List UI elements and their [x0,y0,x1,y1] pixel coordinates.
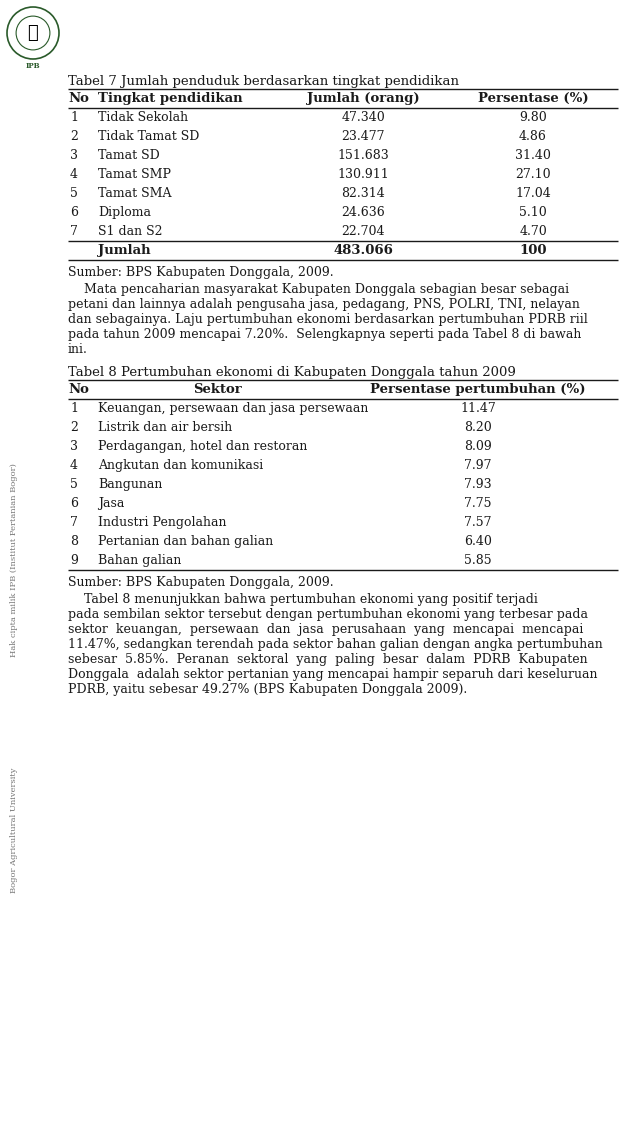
Text: 9: 9 [70,554,78,568]
Text: 9.80: 9.80 [519,111,547,124]
Text: Bogor Agricultural University: Bogor Agricultural University [10,767,18,893]
Text: 22.704: 22.704 [341,225,385,238]
Text: Tidak Sekolah: Tidak Sekolah [98,111,188,124]
Text: 7.97: 7.97 [464,459,492,472]
Text: Mata pencaharian masyarakat Kabupaten Donggala sebagian besar sebagai: Mata pencaharian masyarakat Kabupaten Do… [68,283,569,296]
Text: Diploma: Diploma [98,206,151,218]
Text: 8.09: 8.09 [464,440,492,453]
Text: sektor  keuangan,  persewaan  dan  jasa  perusahaan  yang  mencapai  mencapai: sektor keuangan, persewaan dan jasa peru… [68,623,583,636]
Text: Jumlah: Jumlah [98,244,151,257]
Text: 1: 1 [70,111,78,124]
Text: pada sembilan sektor tersebut dengan pertumbuhan ekonomi yang terbesar pada: pada sembilan sektor tersebut dengan per… [68,608,588,622]
Text: 23.477: 23.477 [341,129,385,143]
Text: 6: 6 [70,206,78,218]
Text: 47.340: 47.340 [341,111,385,124]
Text: 130.911: 130.911 [337,168,389,181]
Text: No: No [68,383,89,396]
Text: 4.86: 4.86 [519,129,547,143]
Text: 7.93: 7.93 [464,479,492,491]
Text: 1: 1 [70,402,78,415]
Text: Tingkat pendidikan: Tingkat pendidikan [98,92,243,105]
Text: sebesar  5.85%.  Peranan  sektoral  yang  paling  besar  dalam  PDRB  Kabupaten: sebesar 5.85%. Peranan sektoral yang pal… [68,653,588,665]
Text: Sektor: Sektor [193,383,242,396]
Text: 3: 3 [70,149,78,162]
Text: Tamat SD: Tamat SD [98,149,160,162]
Text: 27.10: 27.10 [515,168,551,181]
Text: 11.47: 11.47 [460,402,496,415]
Text: Tabel 8 menunjukkan bahwa pertumbuhan ekonomi yang positif terjadi: Tabel 8 menunjukkan bahwa pertumbuhan ek… [68,593,538,606]
Text: 151.683: 151.683 [337,149,389,162]
Text: Pertanian dan bahan galian: Pertanian dan bahan galian [98,535,274,548]
Text: S1 dan S2: S1 dan S2 [98,225,163,238]
Text: 17.04: 17.04 [515,187,551,200]
Text: petani dan lainnya adalah pengusaha jasa, pedagang, PNS, POLRI, TNI, nelayan: petani dan lainnya adalah pengusaha jasa… [68,298,580,311]
Text: Industri Pengolahan: Industri Pengolahan [98,516,227,529]
Text: 7: 7 [70,225,78,238]
Text: Donggala  adalah sektor pertanian yang mencapai hampir separuh dari keseluruan: Donggala adalah sektor pertanian yang me… [68,668,597,681]
Text: Tamat SMP: Tamat SMP [98,168,171,181]
Text: Tabel 7 Jumlah penduduk berdasarkan tingkat pendidikan: Tabel 7 Jumlah penduduk berdasarkan ting… [68,75,459,88]
Text: 4: 4 [70,168,78,181]
Text: 100: 100 [519,244,546,257]
Text: Tidak Tamat SD: Tidak Tamat SD [98,129,199,143]
Text: 5.85: 5.85 [464,554,492,568]
Text: Sumber: BPS Kabupaten Donggala, 2009.: Sumber: BPS Kabupaten Donggala, 2009. [68,577,334,589]
Text: Listrik dan air bersih: Listrik dan air bersih [98,421,232,434]
Text: Persentase pertumbuhan (%): Persentase pertumbuhan (%) [370,383,586,396]
Text: 4.70: 4.70 [519,225,547,238]
Text: Jasa: Jasa [98,497,125,510]
Text: 7.57: 7.57 [464,516,492,529]
Text: Perdagangan, hotel dan restoran: Perdagangan, hotel dan restoran [98,440,307,453]
Text: Persentase (%): Persentase (%) [478,92,588,105]
Text: 7: 7 [70,516,78,529]
Text: 3: 3 [70,440,78,453]
Text: 31.40: 31.40 [515,149,551,162]
Text: 2: 2 [70,421,78,434]
Text: No: No [68,92,89,105]
Text: ini.: ini. [68,343,88,356]
Text: 8: 8 [70,535,78,548]
Text: 483.066: 483.066 [333,244,393,257]
Text: IPB: IPB [26,62,40,70]
Text: 5.10: 5.10 [519,206,547,218]
Text: dan sebagainya. Laju pertumbuhan ekonomi berdasarkan pertumbuhan PDRB riil: dan sebagainya. Laju pertumbuhan ekonomi… [68,313,588,327]
Text: 6.40: 6.40 [464,535,492,548]
Text: Tamat SMA: Tamat SMA [98,187,172,200]
Text: Angkutan dan komunikasi: Angkutan dan komunikasi [98,459,264,472]
Text: 🌿: 🌿 [28,24,38,42]
Text: 4: 4 [70,459,78,472]
Text: 82.314: 82.314 [341,187,385,200]
Text: 11.47%, sedangkan terendah pada sektor bahan galian dengan angka pertumbuhan: 11.47%, sedangkan terendah pada sektor b… [68,638,603,651]
Text: 6: 6 [70,497,78,510]
Text: Hak cipta milik IPB (Institut Pertanian Bogor): Hak cipta milik IPB (Institut Pertanian … [10,463,18,656]
Text: 7.75: 7.75 [464,497,492,510]
Text: 24.636: 24.636 [341,206,385,218]
Text: Tabel 8 Pertumbuhan ekonomi di Kabupaten Donggala tahun 2009: Tabel 8 Pertumbuhan ekonomi di Kabupaten… [68,366,516,379]
Text: 8.20: 8.20 [464,421,492,434]
Text: pada tahun 2009 mencapai 7.20%.  Selengkapnya seperti pada Tabel 8 di bawah: pada tahun 2009 mencapai 7.20%. Selengka… [68,328,582,341]
Text: 5: 5 [70,187,78,200]
Text: PDRB, yaitu sebesar 49.27% (BPS Kabupaten Donggala 2009).: PDRB, yaitu sebesar 49.27% (BPS Kabupate… [68,683,467,696]
Text: Bahan galian: Bahan galian [98,554,182,568]
Text: Keuangan, persewaan dan jasa persewaan: Keuangan, persewaan dan jasa persewaan [98,402,368,415]
Text: 2: 2 [70,129,78,143]
Text: Jumlah (orang): Jumlah (orang) [307,92,419,105]
Text: Sumber: BPS Kabupaten Donggala, 2009.: Sumber: BPS Kabupaten Donggala, 2009. [68,266,334,279]
Text: 5: 5 [70,479,78,491]
Text: Bangunan: Bangunan [98,479,162,491]
